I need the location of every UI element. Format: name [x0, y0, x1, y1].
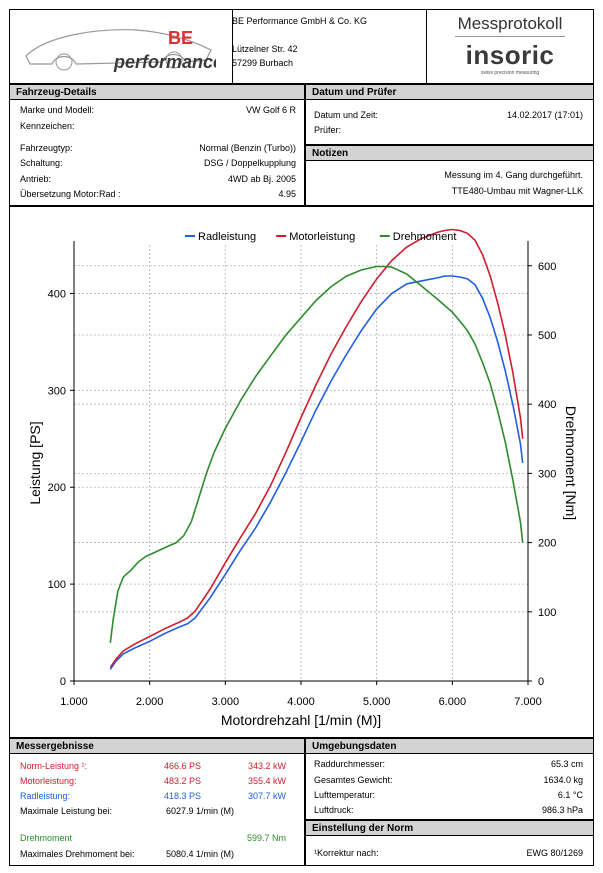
datetime-value: 14.02.2017 (17:01): [506, 110, 583, 120]
vehicle-header: Fahrzeug-Details: [10, 85, 304, 100]
datetime-label: Datum und Zeit:: [314, 110, 379, 120]
logo-mark: BE: [168, 28, 193, 48]
series-line-drehmoment: [109, 265, 524, 643]
car-outline-icon: [25, 29, 212, 65]
y-tick-label: 0: [60, 676, 66, 688]
drive-value: 4WD ab Bj. 2005: [227, 174, 296, 184]
ratio-value: 4.95: [278, 189, 296, 199]
x-tick-label: 5.000: [363, 696, 391, 708]
notes-panel: Notizen Messung im 4. Gang durchgeführt.…: [305, 145, 594, 206]
protocol-title: Messprotokoll: [457, 14, 563, 33]
x-tick-label: 3.000: [212, 696, 240, 708]
y-tick-label: 300: [48, 385, 66, 397]
notes-line2: TTE480-Umbau mit Wagner-LLK: [451, 186, 583, 196]
norm-panel: Einstellung der Norm ¹Korrektur nach: EW…: [305, 820, 594, 866]
chart-legend: Radleistung Motorleistung Drehmoment: [185, 231, 456, 243]
y-tick-label: 100: [48, 579, 66, 591]
x-tick-label: 7.000: [514, 696, 542, 708]
x-tick-label: 1.000: [60, 696, 88, 708]
plate-label: Kennzeichen:: [20, 121, 75, 131]
chart-panel: 1.000 2.000 3.000 4.000 5.000 6.000 7.000 0 100 2…: [9, 206, 594, 738]
norm-header: Einstellung der Norm: [306, 821, 593, 836]
notes-header: Notizen: [306, 146, 593, 161]
norm-correction-label: ¹Korrektur nach:: [314, 848, 379, 858]
drive-label: Antrieb:: [20, 174, 52, 184]
legend-label-motorleistung: Motorleistung: [289, 231, 355, 243]
legend-label-radleistung: Radleistung: [198, 231, 256, 243]
y2-tick-label: 200: [538, 538, 556, 550]
vehicle-panel: Fahrzeug-Details Marke und Modell: VW Go…: [9, 84, 305, 206]
y2-tick-label: 100: [538, 607, 556, 619]
y-axis-label: Leistung [PS]: [27, 421, 43, 504]
x-tick-label: 6.000: [439, 696, 467, 708]
environment-header: Umgebungsdaten: [306, 739, 593, 754]
company-city: 57299 Burbach: [232, 58, 294, 68]
logo-text: performance: [113, 52, 216, 72]
date-panel: Datum und Prüfer Datum und Zeit: 14.02.2…: [305, 84, 594, 145]
motor-power-kw: 355.4 kW: [247, 776, 286, 786]
y2-axis-label: Drehmoment [Nm]: [563, 406, 579, 520]
brand-tagline: swiss precision measuring: [480, 70, 540, 76]
make-value: VW Golf 6 R: [245, 105, 296, 115]
wheel-power-kw: 307.7 kW: [247, 791, 286, 801]
y2-tick-label: 0: [538, 676, 544, 688]
type-label: Fahrzeugtyp:: [20, 143, 73, 153]
wheel-diameter-label: Raddurchmesser:: [314, 759, 386, 769]
pressure-value: 986.3 hPa: [541, 805, 583, 815]
company-street: Lützelner Str. 42: [232, 44, 298, 54]
pressure-label: Luftdruck:: [314, 805, 354, 815]
wheel-diameter-value: 65.3 cm: [550, 759, 583, 769]
environment-panel: Umgebungsdaten Raddurchmesser: 65.3 cm G…: [305, 738, 594, 820]
torque-value: 599.7 Nm: [246, 833, 286, 843]
motor-power-label: Motorleistung:: [20, 776, 77, 786]
torque-label: Drehmoment: [20, 833, 73, 843]
results-header: Messergebnisse: [10, 739, 304, 754]
temperature-label: Lufttemperatur:: [314, 790, 376, 800]
y-tick-label: 400: [48, 288, 66, 300]
company-name: BE Performance GmbH & Co. KG: [232, 16, 368, 26]
y2-tick-label: 400: [538, 399, 556, 411]
norm-power-kw: 343.2 kW: [247, 761, 286, 771]
chart-grid: [73, 245, 529, 682]
chart-series: [109, 228, 524, 670]
y2-tick-label: 300: [538, 468, 556, 480]
norm-power-ps: 466.6 PS: [163, 761, 201, 771]
dyno-chart: 1.000 2.000 3.000 4.000 5.000 6.000 7.000 0 100 2…: [27, 228, 579, 728]
chart-axes: 1.000 2.000 3.000 4.000 5.000 6.000 7.000 0 100 2…: [27, 241, 579, 728]
company-logo: BE performance: [25, 28, 216, 72]
max-power-rpm-label: Maximale Leistung bei:: [20, 806, 113, 816]
series-line-motorleistung: [109, 228, 524, 668]
legend-label-drehmoment: Drehmoment: [393, 231, 457, 243]
norm-correction-value: EWG 80/1269: [526, 848, 583, 858]
wheel-power-label: Radleistung:: [20, 791, 71, 801]
date-header: Datum und Prüfer: [306, 85, 593, 100]
motor-power-ps: 483.2 PS: [163, 776, 201, 786]
type-value: Normal (Benzin (Turbo)): [199, 143, 296, 153]
series-line-radleistung: [109, 275, 524, 670]
x-tick-label: 4.000: [287, 696, 315, 708]
tester-label: Prüfer:: [314, 125, 342, 135]
y-tick-label: 200: [48, 482, 66, 494]
weight-value: 1634.0 kg: [543, 775, 583, 785]
x-tick-label: 2.000: [136, 696, 164, 708]
x-axis-label: Motordrehzahl [1/min (M)]: [221, 712, 381, 728]
max-torque-rpm-label: Maximales Drehmoment bei:: [20, 849, 135, 859]
gear-label: Schaltung:: [20, 158, 63, 168]
max-power-rpm-value: 6027.9 1/min (M): [165, 806, 234, 816]
brand-logo: insoric: [465, 40, 555, 70]
gear-value: DSG / Doppelkupplung: [203, 158, 296, 168]
make-label: Marke und Modell:: [20, 105, 95, 115]
notes-line1: Messung im 4. Gang durchgeführt.: [444, 170, 583, 180]
temperature-value: 6.1 °C: [557, 790, 583, 800]
ratio-label: Übersetzung Motor:Rad :: [20, 189, 121, 199]
weight-label: Gesamtes Gewicht:: [314, 775, 393, 785]
norm-power-label: Norm-Leistung ¹:: [20, 761, 88, 771]
report-header: BE performance BE Performance GmbH & Co.…: [9, 9, 594, 84]
max-torque-rpm-value: 5080.4 1/min (M): [165, 849, 234, 859]
y2-tick-label: 600: [538, 261, 556, 273]
y2-tick-label: 500: [538, 330, 556, 342]
wheel-power-ps: 418.3 PS: [163, 791, 201, 801]
results-panel: Messergebnisse Norm-Leistung ¹: 466.6 PS…: [9, 738, 305, 866]
